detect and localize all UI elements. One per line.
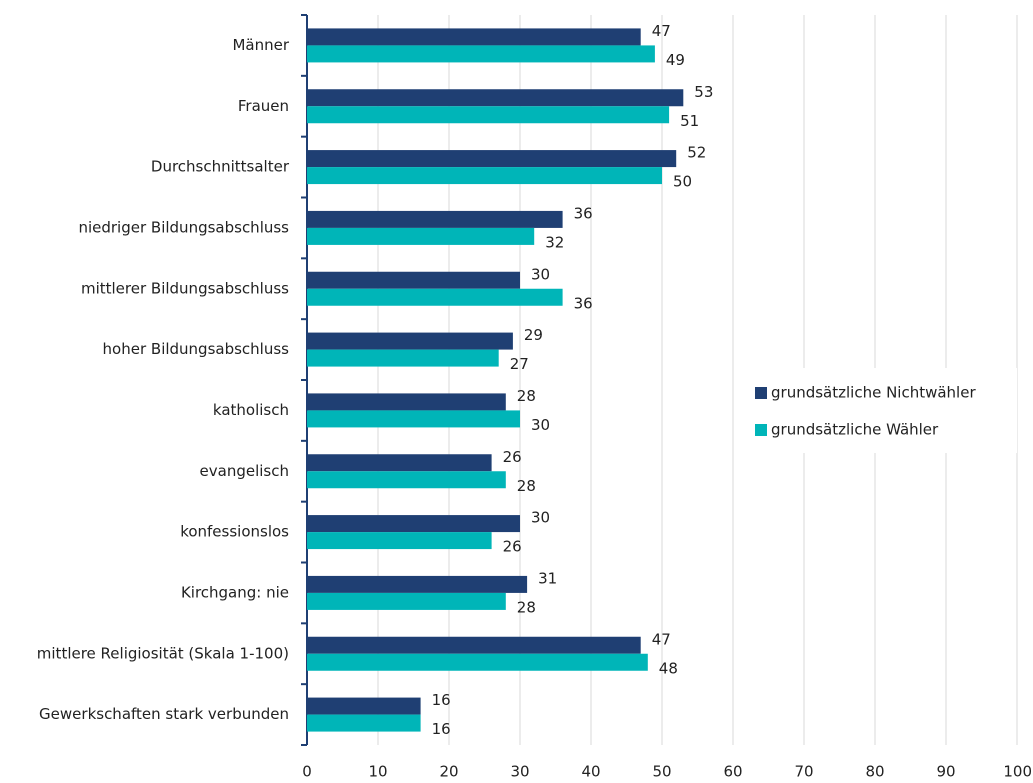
value-label: 26 — [503, 448, 522, 466]
value-label: 53 — [694, 83, 713, 101]
value-label: 28 — [517, 387, 536, 405]
bar — [307, 28, 641, 46]
bar — [307, 532, 492, 550]
value-label: 28 — [517, 477, 536, 495]
y-tick-label: Gewerkschaften stark verbunden — [39, 705, 289, 723]
value-label: 28 — [517, 598, 536, 616]
value-label: 26 — [503, 538, 522, 556]
legend-label: grundsätzliche Wähler — [771, 421, 939, 439]
y-tick-label: niedriger Bildungsabschluss — [78, 218, 289, 236]
bar — [307, 393, 506, 411]
value-label: 47 — [652, 22, 671, 40]
bar — [307, 150, 677, 168]
bar — [307, 167, 662, 185]
bar — [307, 454, 492, 472]
x-tick-label: 70 — [794, 763, 813, 781]
value-label: 29 — [524, 326, 543, 344]
y-tick-label: Frauen — [238, 97, 289, 115]
legend-background — [747, 368, 1017, 453]
y-tick-label: evangelisch — [200, 462, 289, 480]
x-tick-label: 100 — [1003, 763, 1032, 781]
y-tick-label: mittlere Religiosität (Skala 1-100) — [37, 644, 289, 662]
value-label: 30 — [531, 509, 550, 527]
y-tick-label: Kirchgang: nie — [181, 583, 289, 601]
x-tick-label: 10 — [368, 763, 387, 781]
value-label: 36 — [574, 294, 593, 312]
value-label: 52 — [687, 144, 706, 162]
bar — [307, 592, 506, 610]
bar — [307, 471, 506, 489]
bar — [307, 210, 563, 228]
legend-swatch — [755, 424, 767, 436]
x-tick-label: 60 — [723, 763, 742, 781]
bar — [307, 575, 528, 593]
legend-swatch — [755, 387, 767, 399]
y-tick-label: Männer — [232, 36, 289, 54]
x-tick-label: 50 — [652, 763, 671, 781]
bar — [307, 410, 520, 428]
bar — [307, 697, 421, 715]
value-label: 47 — [652, 630, 671, 648]
bar — [307, 288, 563, 306]
legend-label: grundsätzliche Nichtwähler — [771, 384, 976, 402]
y-tick-label: hoher Bildungsabschluss — [103, 340, 290, 358]
bar — [307, 106, 670, 124]
bar — [307, 332, 513, 350]
y-tick-label: Durchschnittsalter — [151, 158, 290, 176]
value-label: 36 — [574, 204, 593, 222]
value-label: 31 — [538, 569, 557, 587]
value-label: 16 — [432, 720, 451, 738]
bar — [307, 714, 421, 732]
y-tick-label: mittlerer Bildungsabschluss — [81, 279, 289, 297]
y-tick-label: konfessionslos — [180, 523, 289, 541]
value-label: 51 — [680, 112, 699, 130]
value-label: 27 — [510, 355, 529, 373]
value-label: 32 — [545, 233, 564, 251]
value-label: 16 — [432, 691, 451, 709]
x-tick-label: 20 — [439, 763, 458, 781]
y-tick-label: katholisch — [213, 401, 289, 419]
bar — [307, 89, 684, 107]
bar — [307, 636, 641, 654]
x-tick-label: 90 — [936, 763, 955, 781]
value-label: 30 — [531, 416, 550, 434]
bar — [307, 653, 648, 671]
x-tick-label: 0 — [302, 763, 312, 781]
bar — [307, 271, 520, 289]
bar — [307, 515, 520, 533]
x-tick-label: 80 — [865, 763, 884, 781]
x-tick-label: 40 — [581, 763, 600, 781]
value-label: 49 — [666, 51, 685, 69]
value-label: 30 — [531, 265, 550, 283]
bar — [307, 45, 655, 63]
value-label: 50 — [673, 173, 692, 191]
x-tick-label: 30 — [510, 763, 529, 781]
bar — [307, 227, 535, 245]
bar — [307, 349, 499, 367]
value-label: 48 — [659, 659, 678, 677]
